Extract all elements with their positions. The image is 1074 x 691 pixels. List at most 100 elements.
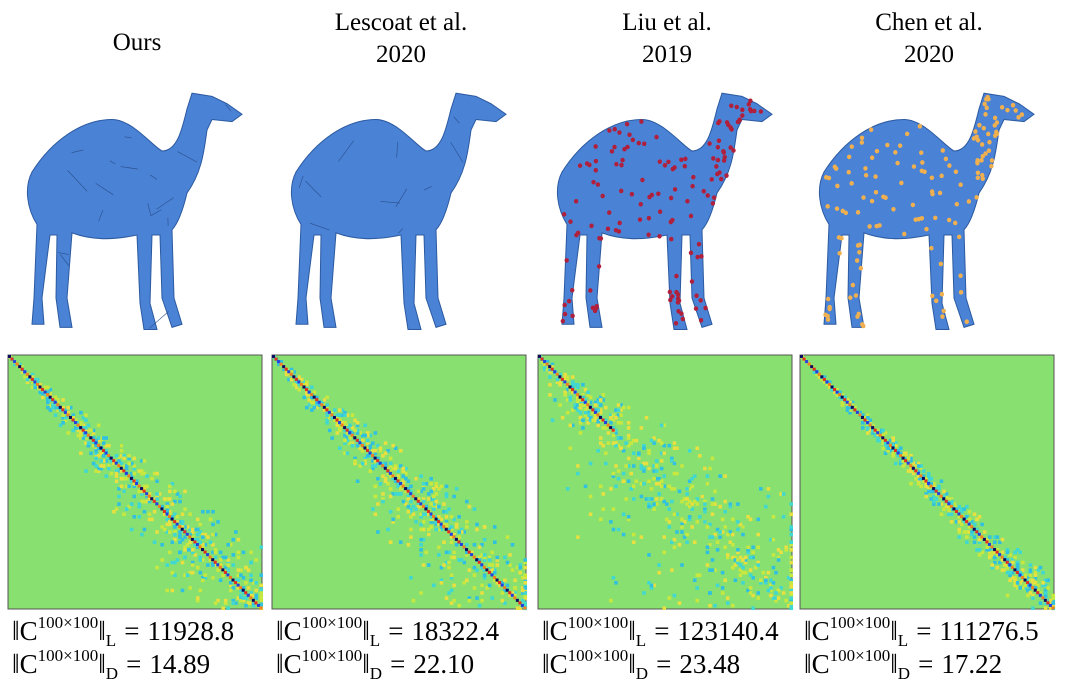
matrix-cell <box>171 571 175 575</box>
matrix-cell <box>409 515 413 519</box>
sample-point <box>958 182 962 187</box>
matrix-cell <box>746 546 750 550</box>
camel <box>27 93 242 329</box>
matrix-cell <box>627 406 631 410</box>
formula-part: = <box>656 649 671 679</box>
matrix-cell <box>483 553 487 557</box>
matrix-cell <box>706 474 710 478</box>
sample-point <box>689 251 693 256</box>
matrix-cell <box>120 449 124 453</box>
sample-point <box>707 141 711 146</box>
matrix-cell <box>749 556 753 560</box>
matrix-cell <box>612 507 616 511</box>
matrix-cell <box>132 515 136 519</box>
matrix-cell <box>150 477 154 481</box>
matrix-cell <box>493 525 497 529</box>
matrix-cell <box>221 573 225 577</box>
matrix-cell <box>604 462 608 466</box>
matrix-cell <box>975 518 979 522</box>
matrix-cell <box>419 591 423 595</box>
matrix-cell <box>594 403 598 407</box>
matrix-cell <box>440 485 444 489</box>
matrix-cell <box>178 500 182 504</box>
sample-point <box>980 142 984 147</box>
matrix-cell <box>622 479 626 483</box>
sample-point <box>918 124 922 129</box>
matrix-cell <box>199 571 203 575</box>
matrix-cell <box>594 416 598 420</box>
matrix-cell <box>237 551 241 555</box>
matrix-cell <box>168 530 172 534</box>
matrix-cell <box>457 604 461 608</box>
matrix-cell <box>1039 566 1043 570</box>
matrix-cell <box>571 375 575 379</box>
matrix-cell <box>173 533 177 537</box>
matrix-cell <box>711 457 715 461</box>
matrix-cell <box>102 464 106 468</box>
matrix-cell <box>422 487 426 491</box>
matrix-cell <box>723 579 727 583</box>
matrix-cell <box>165 589 169 593</box>
matrix-cell <box>917 464 921 468</box>
matrix-cell <box>450 540 454 544</box>
matrix-cell <box>199 558 203 562</box>
matrix-cell <box>789 533 793 537</box>
sample-point <box>625 122 629 127</box>
matrix-cell <box>483 573 487 577</box>
matrix-cell <box>556 378 560 382</box>
matrix-cell <box>422 482 426 486</box>
matrix-cell <box>424 551 428 555</box>
matrix-cell <box>376 477 380 481</box>
matrix-cell <box>437 546 441 550</box>
matrix-cell <box>259 546 263 550</box>
matrix-cell <box>614 464 618 468</box>
sample-point <box>600 194 604 199</box>
matrix-cell <box>596 424 600 428</box>
matrix-cell <box>132 495 136 499</box>
matrix-cell <box>254 594 258 598</box>
sample-point <box>658 159 662 164</box>
sample-point <box>979 158 983 163</box>
sample-point <box>826 317 830 322</box>
matrix-cell <box>902 464 906 468</box>
matrix-cell <box>176 558 180 562</box>
matrix-cell <box>249 551 253 555</box>
sample-point <box>576 231 580 236</box>
matrix-cell <box>209 518 213 522</box>
matrix-cell <box>409 576 413 580</box>
matrix-cell <box>711 502 715 506</box>
sample-point <box>617 229 621 234</box>
matrix-cell <box>450 573 454 577</box>
matrix-cell <box>153 510 157 514</box>
sample-point <box>954 169 958 174</box>
matrix-cell <box>947 507 951 511</box>
formula-part: C <box>550 649 568 679</box>
matrix-cell <box>607 441 611 445</box>
matrix-cell <box>619 421 623 425</box>
matrix-cell <box>602 444 606 448</box>
formula-part: ‖ <box>362 649 370 679</box>
sample-point <box>849 181 853 186</box>
matrix-cell <box>473 543 477 547</box>
sample-point <box>924 227 928 232</box>
matrix-cell <box>143 510 147 514</box>
sample-point <box>717 119 721 124</box>
sample-point <box>902 232 906 237</box>
matrix-cell <box>650 439 654 443</box>
matrix-cell <box>84 426 88 430</box>
matrix-cell <box>384 441 388 445</box>
matrix-cell <box>61 413 65 417</box>
matrix-cell <box>84 413 88 417</box>
matrix-cell <box>132 457 136 461</box>
matrix-cell <box>673 446 677 450</box>
matrix-cell <box>706 563 710 567</box>
matrix-cell <box>54 413 58 417</box>
formula-part: ‖ <box>628 649 636 679</box>
sample-point <box>646 232 650 237</box>
matrix-cell <box>435 482 439 486</box>
matrix-cell <box>886 446 890 450</box>
matrix-cell <box>452 495 456 499</box>
matrix-cell <box>386 528 390 532</box>
matrix-cell <box>777 596 781 600</box>
matrix-cell <box>589 462 593 466</box>
